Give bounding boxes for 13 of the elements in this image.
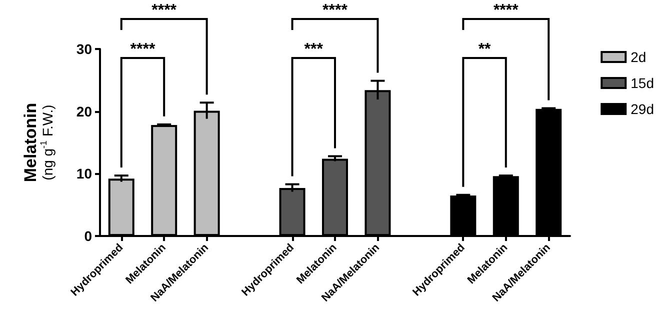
y-tick-label: 20 bbox=[76, 103, 92, 120]
annotation: ** bbox=[478, 41, 492, 58]
legend-label: 2d bbox=[630, 49, 646, 65]
text: **** bbox=[322, 2, 348, 19]
legend-label: 29d bbox=[630, 101, 654, 117]
annotation: **** bbox=[130, 41, 156, 58]
y-tick-label: 0 bbox=[84, 228, 92, 244]
text: **** bbox=[152, 2, 178, 19]
annotation: *** bbox=[304, 41, 324, 58]
y-tick-label: 30 bbox=[76, 41, 92, 57]
legend-label: 15d bbox=[630, 75, 654, 91]
text: **** bbox=[493, 2, 520, 19]
y-tick-label: 10 bbox=[76, 166, 92, 182]
